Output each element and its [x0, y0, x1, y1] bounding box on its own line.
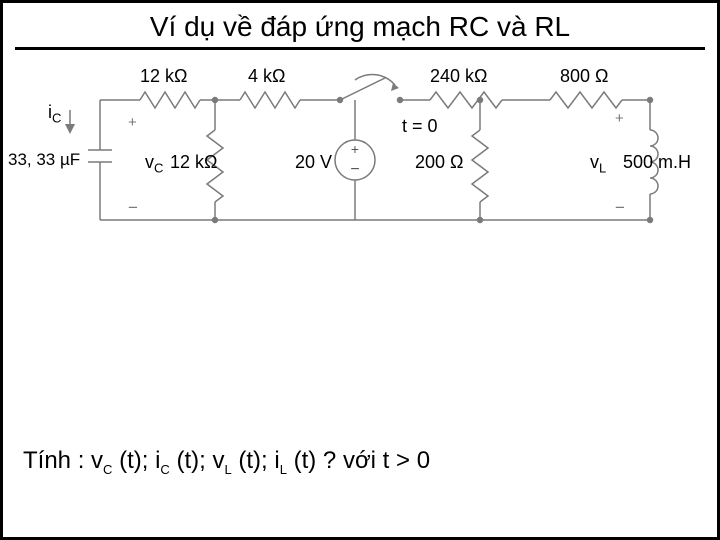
- title-underline: [15, 47, 705, 50]
- label-source: 20 V: [295, 152, 332, 173]
- label-ic: iC: [48, 102, 61, 126]
- minus-vl: −: [615, 198, 625, 218]
- question-text: Tính : vC (t); iC (t); vL (t); iL (t) ? …: [23, 447, 430, 477]
- page-title: Ví dụ về đáp ứng mạch RC và RL: [3, 3, 717, 47]
- label-r-vc: 12 kΩ: [170, 152, 217, 173]
- minus-vc: −: [128, 198, 138, 218]
- label-vl: vL: [590, 152, 606, 176]
- label-r-top2: 4 kΩ: [248, 66, 285, 87]
- label-inductor: 500 m.H: [623, 152, 691, 173]
- label-r-top1: 12 kΩ: [140, 66, 187, 87]
- label-r-top4: 800 Ω: [560, 66, 609, 87]
- label-cap: 33, 33 µF: [8, 150, 80, 170]
- circuit-diagram: + − 12 kΩ 4 kΩ 240 kΩ 800 Ω iC 33, 33 µF…: [10, 60, 710, 260]
- label-r-top3: 240 kΩ: [430, 66, 488, 87]
- plus-vl: +: [615, 110, 624, 127]
- label-vc: vC: [145, 152, 163, 176]
- label-switch: t = 0: [402, 116, 438, 137]
- label-r200: 200 Ω: [415, 152, 464, 173]
- plus-vc: +: [128, 114, 137, 131]
- svg-text:−: −: [350, 161, 359, 178]
- svg-text:+: +: [351, 141, 359, 157]
